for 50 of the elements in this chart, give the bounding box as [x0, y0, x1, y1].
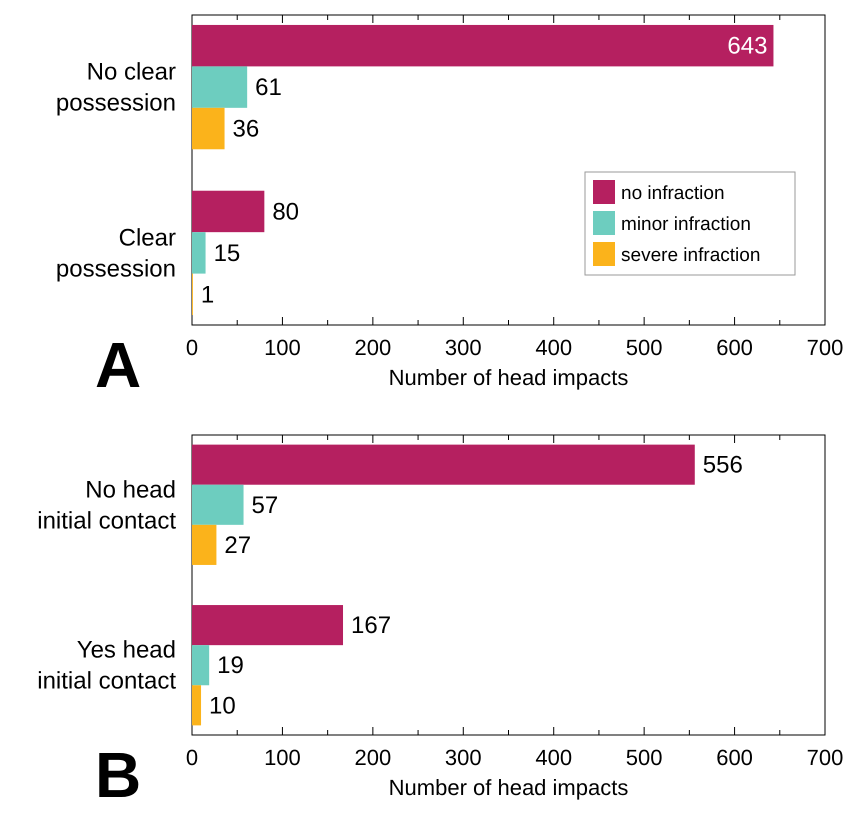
data-label: 57 [252, 492, 278, 519]
x-tick-label: 200 [354, 745, 392, 770]
legend-label: minor infraction [621, 214, 751, 235]
x-tick-label: 500 [626, 745, 662, 770]
x-tick-label: 300 [444, 745, 482, 770]
bar [192, 605, 344, 646]
bar [192, 24, 774, 66]
y-tick-label: Clear possession [56, 224, 176, 282]
data-label: 556 [702, 452, 743, 479]
x-tick-label: 700 [806, 335, 844, 360]
data-label: 27 [224, 532, 252, 559]
x-tick-label: 600 [716, 745, 753, 770]
data-label: 19 [217, 652, 244, 680]
x-tick-label: 600 [716, 335, 753, 360]
bar [192, 685, 202, 726]
x-tick-label: 0 [186, 745, 198, 770]
x-tick-label: 500 [626, 335, 662, 360]
x-tick-label: 300 [444, 335, 482, 360]
data-label: 36 [232, 116, 260, 143]
x-tick-label: 200 [354, 335, 392, 360]
bar [192, 108, 225, 150]
data-label: 61 [255, 74, 282, 102]
x-tick-label: 400 [535, 745, 572, 770]
legend-label: no infraction [621, 183, 725, 204]
x-tick-label: 700 [806, 745, 844, 770]
data-label: 15 [214, 240, 240, 267]
x-tick-label: 100 [264, 745, 301, 770]
x-axis-title: Number of head impacts [388, 775, 628, 800]
bar [192, 524, 216, 565]
data-label: 167 [351, 612, 392, 640]
y-tick-label: Yes head initial contact [37, 636, 176, 695]
y-tick-label: No head initial contact [37, 476, 176, 534]
x-axis-title: Number of head impacts [388, 365, 628, 390]
data-label: 10 [209, 692, 236, 720]
bar [192, 645, 210, 686]
text: B [95, 739, 142, 811]
x-tick-label: 0 [186, 335, 198, 360]
y-tick-label: No clear possession [56, 58, 176, 117]
x-tick-label: 400 [535, 335, 572, 360]
data-label: 80 [272, 198, 300, 226]
bar [192, 484, 244, 525]
x-tick-label: 100 [264, 335, 301, 360]
data-label: 1 [200, 281, 214, 308]
data-label: 643 [727, 32, 768, 60]
bar [192, 66, 248, 108]
text: A [95, 329, 142, 401]
legend-label: severe infraction [621, 245, 760, 266]
bar [192, 232, 206, 274]
bar [192, 444, 695, 485]
bar [192, 190, 264, 232]
